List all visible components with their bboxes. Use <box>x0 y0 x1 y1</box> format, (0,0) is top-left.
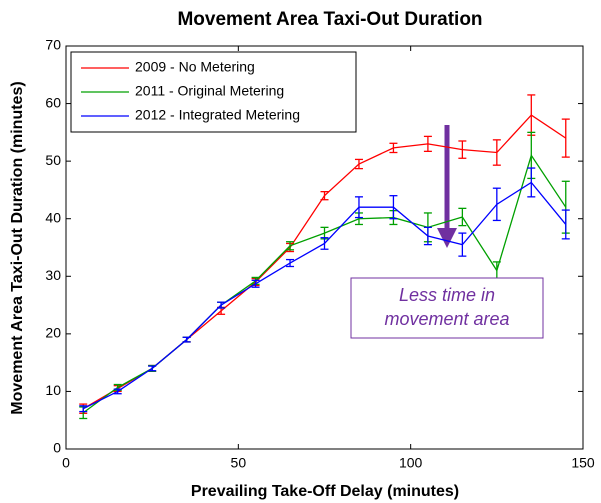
error-bar <box>320 237 329 250</box>
annotation-text: movement area <box>384 309 509 329</box>
error-bar <box>423 226 432 246</box>
x-axis-label: Prevailing Take-Off Delay (minutes) <box>191 483 459 500</box>
annotation-box <box>350 277 544 339</box>
x-tick-label: 100 <box>399 455 423 471</box>
legend-label: 2009 - No Metering <box>135 59 255 75</box>
error-bar <box>354 196 363 219</box>
y-tick-label: 30 <box>45 267 61 283</box>
y-tick-label: 60 <box>45 94 61 110</box>
error-bar <box>217 301 226 309</box>
x-tick-label: 0 <box>62 455 70 471</box>
error-bar <box>458 140 467 159</box>
error-bar <box>389 195 398 220</box>
plot-frame <box>65 45 584 450</box>
legend-label: 2011 - Original Metering <box>135 83 284 99</box>
error-bar <box>492 187 501 222</box>
error-bar <box>458 207 467 227</box>
y-tick-label: 70 <box>45 37 61 53</box>
x-tick-label: 150 <box>571 455 595 471</box>
error-bar <box>389 142 398 154</box>
error-bar <box>561 209 570 240</box>
error-bar <box>320 191 329 201</box>
legend-label: 2012 - Integrated Metering <box>135 107 300 123</box>
error-bar <box>458 232 467 257</box>
error-bar <box>79 405 88 413</box>
y-tick-label: 0 <box>53 440 61 456</box>
chart-title: Movement Area Taxi-Out Duration <box>177 9 482 30</box>
error-bar <box>251 279 260 288</box>
error-bar <box>286 241 295 251</box>
error-bar <box>354 158 363 170</box>
y-tick-label: 50 <box>45 152 61 168</box>
annotation-arrowhead <box>437 228 457 248</box>
annotation-text: Less time in <box>399 285 495 305</box>
error-bar <box>527 94 536 136</box>
error-bar <box>148 365 157 372</box>
error-bar <box>492 261 501 280</box>
y-axis-label: Movement Area Taxi-Out Duration (minutes… <box>9 81 26 414</box>
error-bar <box>182 336 191 343</box>
y-tick-label: 10 <box>45 382 61 398</box>
y-tick-label: 20 <box>45 325 61 341</box>
error-bar <box>113 388 122 395</box>
error-bar <box>286 258 295 268</box>
error-bar <box>492 139 501 166</box>
error-bar <box>423 135 432 153</box>
error-bar <box>561 118 570 158</box>
y-tick-label: 40 <box>45 209 61 225</box>
x-tick-label: 50 <box>231 455 247 471</box>
error-bar <box>527 167 536 198</box>
